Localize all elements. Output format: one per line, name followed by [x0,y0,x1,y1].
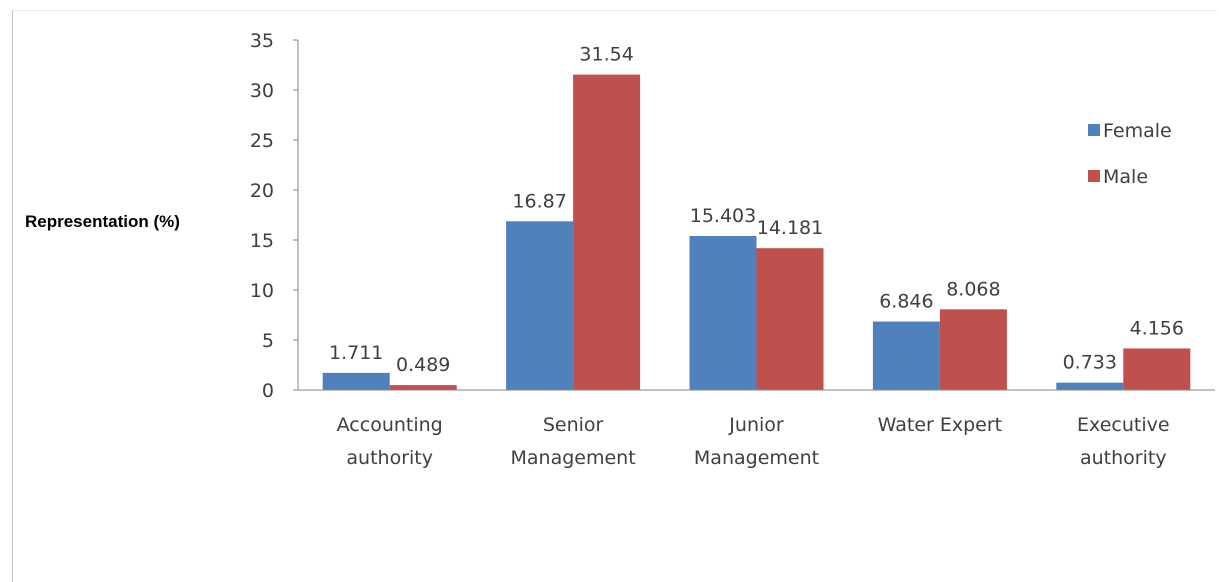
data-label-female-1: 16.87 [512,190,566,212]
y-tick-label: 35 [250,30,274,52]
y-tick-label: 25 [250,130,274,152]
x-category-label: Management [694,447,819,469]
x-category-label: authority [1080,447,1167,469]
legend: Female Male [1088,120,1172,188]
legend-swatch-male [1088,170,1100,182]
bar-female-3 [872,321,940,390]
bar-male-1 [573,74,641,390]
data-label-female-0: 1.711 [329,342,383,364]
data-label-male-2: 14.181 [757,217,823,239]
data-label-male-0: 0.489 [396,354,450,376]
bar-female-2 [689,235,757,390]
chart-frame [12,10,1217,582]
bar-male-0 [389,385,457,390]
x-category-label: Accounting [337,414,443,436]
y-axis-title: Representation (%) [25,212,180,231]
y-tick-label: 30 [250,80,274,102]
bar-female-0 [322,372,390,390]
legend-label-female: Female [1103,120,1172,142]
x-category-label: Management [511,447,636,469]
x-category-label: Senior [543,414,604,436]
y-tick-label: 0 [262,380,274,402]
x-category-label: authority [346,447,433,469]
legend-label-male: Male [1103,166,1148,188]
bar-male-4 [1123,348,1191,390]
x-category-label: Water Expert [878,414,1002,436]
y-axis: 0 5 10 15 20 25 30 35 [250,30,299,402]
y-tick-label: 15 [250,230,274,252]
legend-swatch-female [1088,124,1100,136]
x-category-label: Junior [728,414,784,436]
x-axis: Accounting authority Senior Management Junio… [298,389,1215,469]
y-tick-label: 20 [250,180,274,202]
y-tick-label: 10 [250,280,274,302]
bar-male-3 [939,309,1007,390]
y-tick-label: 5 [262,330,274,352]
data-label-male-4: 4.156 [1130,317,1184,339]
bar-female-1 [506,221,574,390]
data-label-male-1: 31.54 [579,44,633,66]
bar-female-4 [1056,382,1124,390]
x-category-label: Executive [1077,414,1170,436]
bars [322,74,1191,390]
data-label-female-3: 6.846 [879,291,933,313]
bar-male-2 [756,248,824,390]
data-label-male-3: 8.068 [946,278,1000,300]
data-label-female-4: 0.733 [1063,352,1117,374]
data-label-female-2: 15.403 [690,205,756,227]
